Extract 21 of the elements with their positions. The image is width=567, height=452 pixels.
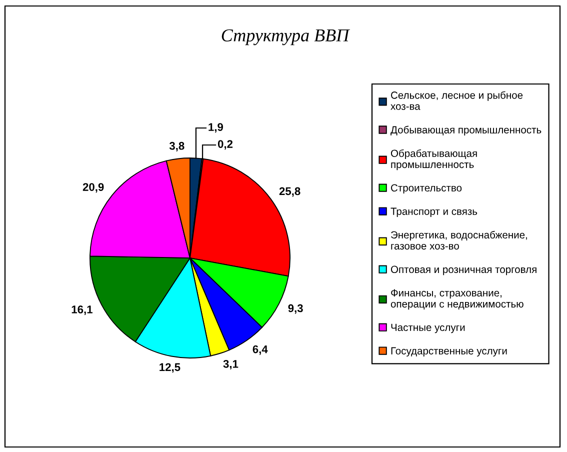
legend-label: Обрабатывающая промышленность xyxy=(390,149,477,170)
data-label: 20,9 xyxy=(82,183,104,193)
data-label: 0,2 xyxy=(218,140,233,150)
legend-label: Сельское, лесное и рыбное хоз-ва xyxy=(390,91,523,110)
data-label: 25,8 xyxy=(279,187,300,197)
data-label: 3,8 xyxy=(169,142,184,152)
legend-label: Финансы, страхование, операции с недвижимостью xyxy=(390,289,524,310)
data-label: 12,5 xyxy=(160,363,180,373)
legend-label: Энергетика, водоснабжение, газовое хоз-во xyxy=(391,230,527,250)
legend-label: Добывающая промышленность xyxy=(390,126,542,136)
data-label: 9,3 xyxy=(288,304,303,314)
data-label: 6,4 xyxy=(252,345,268,355)
legend-label: Строительство xyxy=(391,184,462,194)
legend-label: Транспорт и связь xyxy=(390,208,478,218)
legend-label: Оптовая и розничная торговля xyxy=(390,266,536,276)
chart-title: Структура ВВП xyxy=(222,29,350,46)
data-label: 1,9 xyxy=(208,123,223,133)
data-label: 3,1 xyxy=(223,360,238,370)
legend-label: Государственные услуги xyxy=(391,347,507,357)
legend-label: Частные услуги xyxy=(391,324,465,334)
data-label: 16,1 xyxy=(72,306,92,315)
